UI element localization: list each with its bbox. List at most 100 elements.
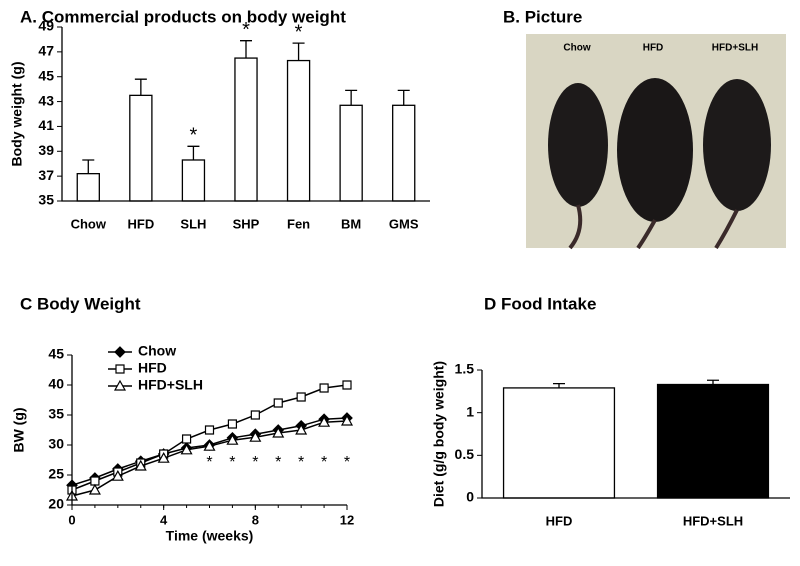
marker xyxy=(318,415,331,427)
annotation: * xyxy=(206,454,212,471)
error-bar xyxy=(397,89,410,106)
annotation: * xyxy=(252,454,258,471)
marker xyxy=(296,392,306,402)
y-tick-label: 0 xyxy=(466,489,474,505)
annotation: * xyxy=(321,454,327,471)
bar xyxy=(129,94,153,202)
y-tick-label: 43 xyxy=(38,92,54,108)
x-tick-label: BM xyxy=(341,216,361,231)
y-axis-label: Diet (g/g body weight) xyxy=(431,361,447,507)
x-tick-label: SHP xyxy=(233,216,260,231)
marker xyxy=(181,434,192,444)
annotation: * xyxy=(344,454,350,471)
picture-label: HFD xyxy=(643,43,664,54)
error-bar xyxy=(240,40,252,59)
y-axis-label: Body weight (g) xyxy=(9,62,25,167)
x-tick-label: HFD+SLH xyxy=(683,513,743,528)
marker xyxy=(250,410,260,420)
y-tick-label: 35 xyxy=(48,406,64,422)
y-tick-label: 41 xyxy=(38,117,54,133)
x-tick-label: 0 xyxy=(68,512,75,527)
annotation: * xyxy=(229,454,235,471)
y-tick-label: 0.5 xyxy=(455,446,475,462)
x-tick-label: 8 xyxy=(252,512,259,527)
annotation: * xyxy=(295,21,303,43)
bar xyxy=(286,59,311,202)
bar xyxy=(392,104,416,202)
marker xyxy=(227,419,238,429)
annotation: * xyxy=(275,454,281,471)
y-tick-label: 20 xyxy=(48,496,64,512)
axes xyxy=(61,27,430,202)
marker xyxy=(134,459,147,471)
bar xyxy=(656,383,770,499)
y-tick-label: 45 xyxy=(48,346,64,362)
x-tick-label: HFD xyxy=(546,513,573,528)
bar xyxy=(339,104,363,202)
y-tick-label: 40 xyxy=(48,376,64,392)
y-tick-label: 35 xyxy=(38,192,54,208)
marker xyxy=(88,483,101,495)
y-tick-label: 1 xyxy=(466,403,474,419)
marker xyxy=(180,443,193,455)
y-tick-label: 30 xyxy=(48,436,64,452)
marker xyxy=(204,425,215,435)
x-tick-label: Fen xyxy=(287,216,310,231)
error-bar xyxy=(82,159,95,174)
bar xyxy=(181,159,206,202)
y-tick-label: 37 xyxy=(38,167,54,183)
marker xyxy=(226,433,239,445)
error-bar xyxy=(707,379,719,385)
legend-label: Chow xyxy=(138,343,176,359)
bar xyxy=(502,387,616,499)
marker xyxy=(319,383,329,393)
bar xyxy=(76,173,100,202)
error-bar xyxy=(134,78,147,96)
legend-label: HFD xyxy=(138,360,167,376)
error-bar xyxy=(292,42,305,61)
marker xyxy=(273,398,283,408)
y-tick-label: 49 xyxy=(38,18,54,34)
x-tick-label: 12 xyxy=(340,512,354,527)
marker xyxy=(342,380,352,390)
marker xyxy=(111,469,124,481)
legend-marker xyxy=(115,364,125,374)
photo xyxy=(526,34,786,250)
annotation: * xyxy=(190,125,198,147)
chart-title: C Body Weight xyxy=(20,294,141,313)
y-tick-label: 47 xyxy=(38,43,54,59)
picture-label: HFD+SLH xyxy=(712,43,758,54)
legend-marker xyxy=(113,379,127,391)
marker xyxy=(90,476,100,486)
picture-title: B. Picture xyxy=(503,7,582,26)
chart-title: A. Commercial products on body weight xyxy=(20,7,346,26)
x-axis-label: Time (weeks) xyxy=(166,528,254,544)
y-tick-label: 25 xyxy=(48,466,64,482)
bar xyxy=(234,57,258,202)
y-axis-label: BW (g) xyxy=(11,407,27,452)
legend-label: HFD+SLH xyxy=(138,377,203,393)
legend-marker xyxy=(114,346,126,358)
x-tick-label: Chow xyxy=(71,216,107,231)
marker xyxy=(272,426,285,438)
x-tick-label: HFD xyxy=(127,216,154,231)
error-bar xyxy=(345,89,358,106)
annotation: * xyxy=(242,19,250,41)
x-tick-label: SLH xyxy=(180,216,206,231)
axes xyxy=(481,370,790,499)
annotation: * xyxy=(298,454,304,471)
y-tick-label: 45 xyxy=(38,67,54,83)
error-bar xyxy=(553,383,565,388)
picture-label: Chow xyxy=(563,43,590,54)
y-tick-label: 1.5 xyxy=(455,361,475,377)
x-tick-label: 4 xyxy=(160,512,168,527)
y-tick-label: 39 xyxy=(38,142,54,158)
marker xyxy=(157,451,170,463)
marker xyxy=(203,439,216,451)
marker xyxy=(340,414,354,426)
marker xyxy=(249,430,262,442)
marker xyxy=(295,423,308,435)
chart-title: D Food Intake xyxy=(484,294,596,313)
x-tick-label: GMS xyxy=(389,216,419,231)
